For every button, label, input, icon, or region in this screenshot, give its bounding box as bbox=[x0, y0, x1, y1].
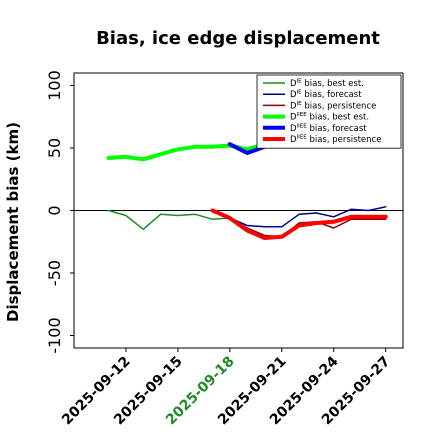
y-axis-label: Displacement bias (km) bbox=[4, 122, 22, 322]
legend-box bbox=[256, 74, 402, 149]
legend-entry-6: DIIEE bias, persistence bbox=[290, 135, 381, 146]
legend-entry-2: DIE bias, forecast bbox=[290, 90, 362, 101]
y-tick-label: -50 bbox=[45, 260, 64, 286]
legend: DIE bias, best est.DIE bias, forecastDIE… bbox=[256, 74, 402, 149]
series-line-6 bbox=[210, 208, 388, 240]
legend-entry-5: DIIEE bias, forecast bbox=[290, 123, 367, 134]
chart-title: Bias, ice edge displacement bbox=[96, 28, 380, 49]
plot-area bbox=[74, 139, 403, 240]
series-line-2 bbox=[229, 206, 387, 228]
y-tick-label: -100 bbox=[45, 317, 64, 353]
legend-entry-3: DIE bias, persistence bbox=[290, 101, 376, 112]
y-tick-label: 100 bbox=[45, 70, 64, 101]
legend-entry-4: DIIEE bias, best est. bbox=[290, 112, 369, 123]
legend-entry-1: DIE bias, best est. bbox=[290, 79, 364, 90]
y-tick-label: 0 bbox=[45, 205, 64, 215]
y-tick-label: 50 bbox=[45, 138, 64, 158]
series-line-4 bbox=[106, 139, 284, 162]
series-line-1 bbox=[107, 209, 231, 231]
